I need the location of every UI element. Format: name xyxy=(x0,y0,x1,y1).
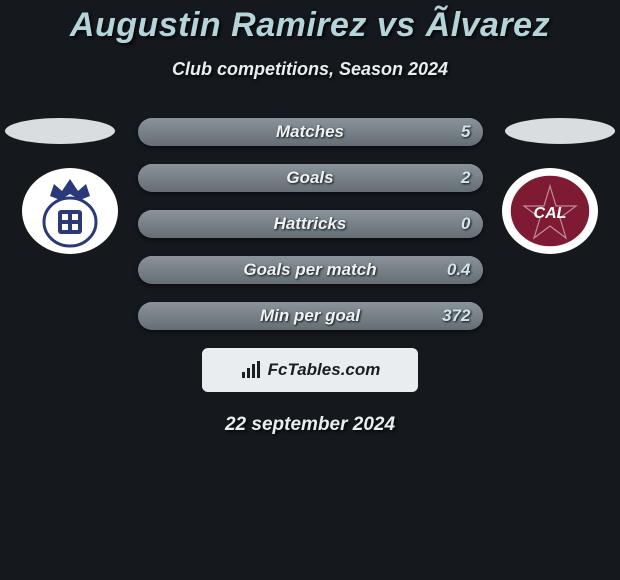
gimnasia-icon xyxy=(20,166,120,256)
brand-text: FcTables.com xyxy=(268,360,381,380)
stat-bar: Goals2 xyxy=(138,164,483,192)
club-badge-left xyxy=(20,166,120,256)
brand-box: FcTables.com xyxy=(202,348,418,392)
stat-bar: Goals per match0.4 xyxy=(138,256,483,284)
page-title: Augustin Ramirez vs Ãlvarez xyxy=(0,0,620,45)
content-area: CAL Matches5 Goals2 Hattricks0 Goals per ma… xyxy=(0,118,620,436)
stat-label: Goals xyxy=(138,164,483,192)
stat-label: Goals per match xyxy=(138,256,483,284)
stat-bars: Matches5Goals2Hattricks0Goals per match0… xyxy=(138,118,483,330)
stat-value-right: 2 xyxy=(461,164,470,192)
bar-chart-icon xyxy=(240,360,262,380)
stat-bar: Matches5 xyxy=(138,118,483,146)
player-right-oval xyxy=(505,118,615,144)
stat-value-right: 5 xyxy=(461,118,470,146)
stat-bar: Min per goal372 xyxy=(138,302,483,330)
stat-value-right: 0 xyxy=(461,210,470,238)
stat-label: Matches xyxy=(138,118,483,146)
stat-bar: Hattricks0 xyxy=(138,210,483,238)
lanus-icon: CAL xyxy=(500,166,600,256)
svg-text:CAL: CAL xyxy=(534,205,567,222)
club-badge-right: CAL xyxy=(500,166,600,256)
stat-label: Hattricks xyxy=(138,210,483,238)
date-text: 22 september 2024 xyxy=(0,414,620,436)
player-left-oval xyxy=(5,118,115,144)
stat-value-right: 0.4 xyxy=(447,256,471,284)
stat-label: Min per goal xyxy=(138,302,483,330)
subtitle: Club competitions, Season 2024 xyxy=(0,59,620,80)
stat-value-right: 372 xyxy=(442,302,470,330)
